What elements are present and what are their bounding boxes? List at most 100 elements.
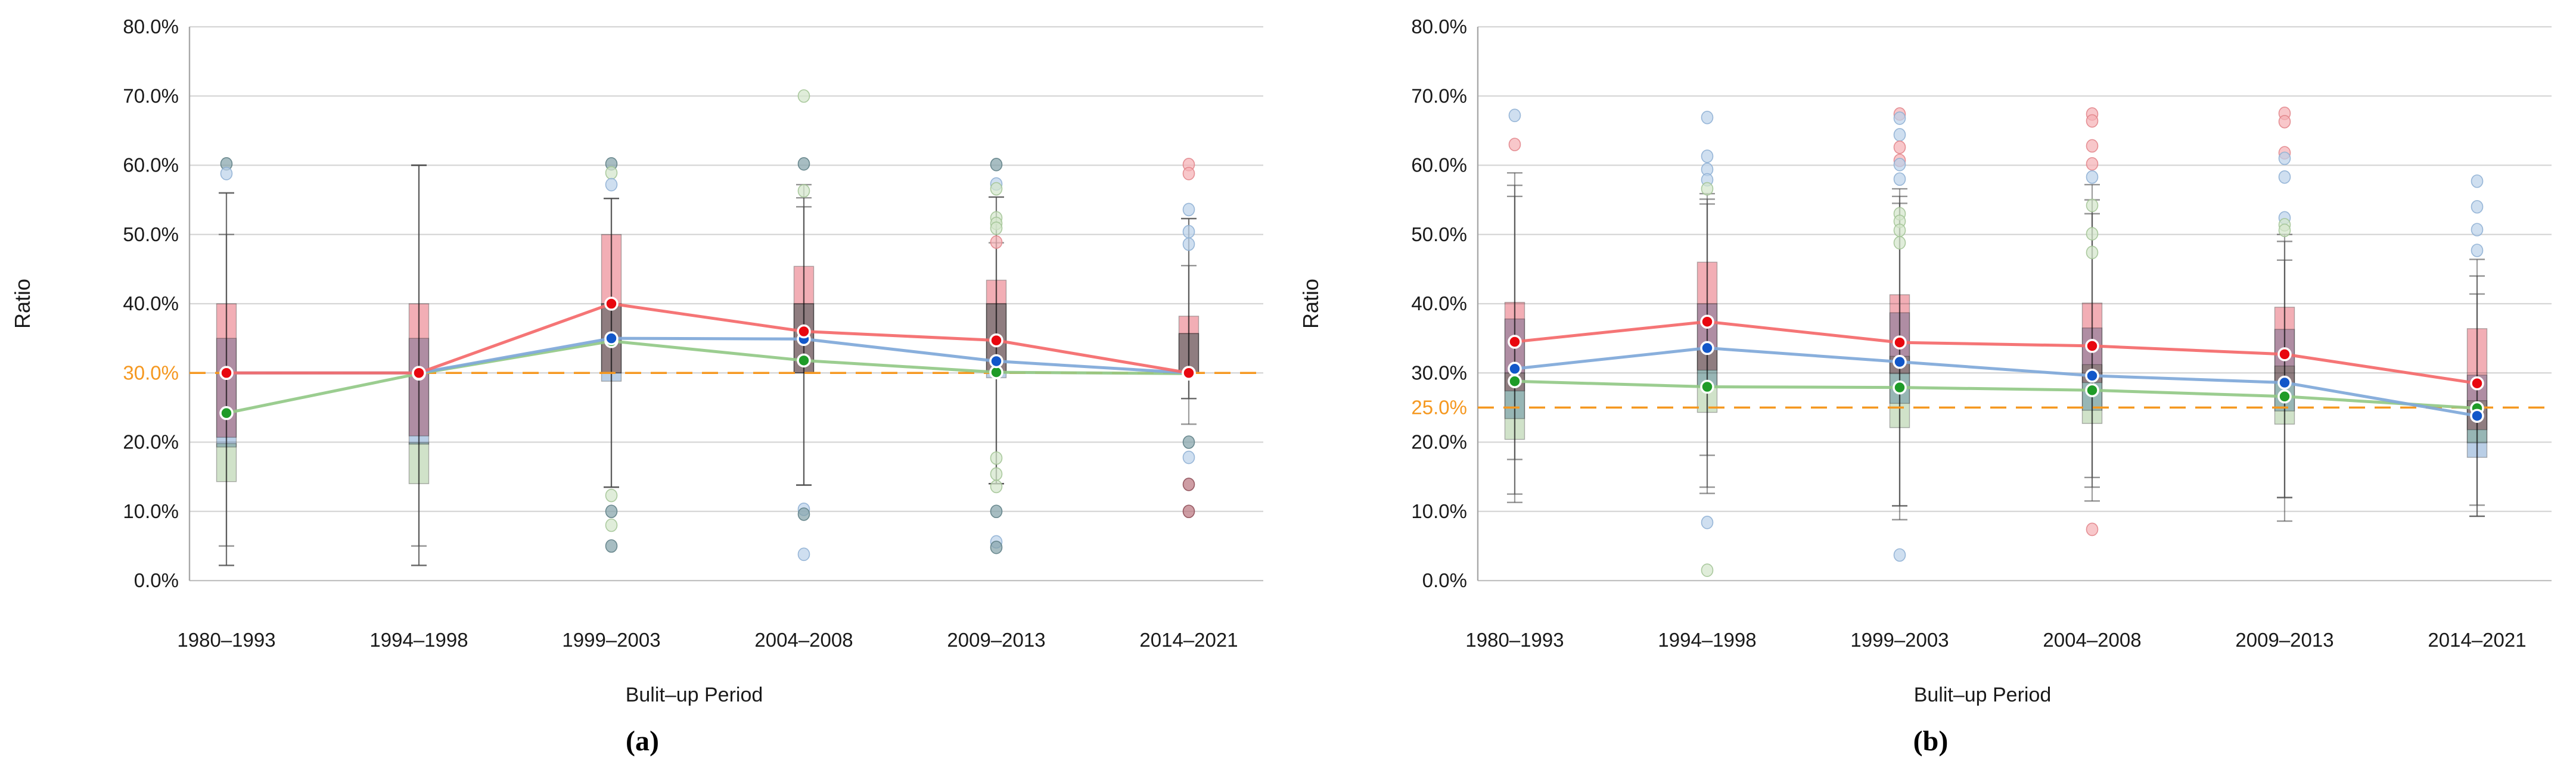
- box-green: [1178, 333, 1200, 373]
- x-tick-label: 1994–1998: [369, 629, 468, 651]
- mean-marker-blue: [1893, 354, 1907, 369]
- outlier-green: [605, 518, 618, 532]
- outlier-teal: [990, 158, 1003, 172]
- y-tick-label: 50.0%: [123, 223, 179, 245]
- x-tick-label: 1999–2003: [562, 629, 660, 651]
- y-tick-label: 50.0%: [1411, 223, 1467, 245]
- y-tick-label: 10.0%: [123, 500, 179, 522]
- outlier-blue: [1508, 108, 1521, 123]
- outlier-blue: [2086, 170, 2099, 184]
- mean-marker-green: [797, 353, 811, 368]
- outlier-blue: [1893, 548, 1906, 562]
- mean-marker-red: [412, 366, 426, 380]
- outlier-red: [2086, 522, 2099, 537]
- mean-marker-blue: [1700, 341, 1714, 356]
- outlier-teal: [990, 540, 1003, 554]
- mean-marker-red: [2085, 339, 2099, 353]
- panel-letter: (a): [626, 725, 659, 757]
- outlier-blue: [2471, 174, 2484, 188]
- outlier-green: [1893, 223, 1906, 238]
- x-axis-title: Bulit–up Period: [1914, 684, 2052, 706]
- ref-line-label: 25.0%: [1411, 396, 1467, 418]
- mean-marker-red: [1700, 314, 1714, 329]
- outlier-teal: [797, 157, 810, 171]
- outlier-red: [1508, 138, 1521, 151]
- mean-marker-green: [2085, 383, 2099, 398]
- mean-marker-red: [1893, 335, 1907, 350]
- outlier-blue: [2278, 170, 2291, 184]
- box-blue: [408, 338, 430, 445]
- outlier-blue: [1182, 450, 1195, 464]
- series-line-red: [1513, 320, 2479, 385]
- y-tick-label: 0.0%: [1422, 569, 1467, 591]
- outlier-teal: [605, 504, 618, 519]
- mean-marker-red: [2470, 376, 2484, 391]
- mean-marker-green: [219, 406, 234, 420]
- y-tick-label: 40.0%: [123, 292, 179, 314]
- outlier-red: [1893, 140, 1906, 154]
- x-tick-label: 2004–2008: [754, 629, 853, 651]
- panel-a: 0.0% 10.0% 20.0% 30.0% 40.0% 50.0% 60.0% 70.0% 8…: [10, 15, 1263, 757]
- mean-marker-red: [1508, 335, 1522, 349]
- outlier-teal: [1182, 435, 1195, 449]
- x-tick-label: 1994–1998: [1658, 629, 1756, 651]
- series-line-blue: [225, 336, 1191, 375]
- y-tick-label: 0.0%: [134, 569, 179, 591]
- mean-marker-red: [604, 297, 619, 311]
- mean-marker-green: [2277, 389, 2292, 404]
- panel-b: 0.0% 10.0% 20.0% 30.0% 40.0% 50.0% 60.0% 70.0% 8…: [1288, 0, 2576, 767]
- panel-a-chart: 0.0% 10.0% 20.0% 30.0% 40.0% 50.0% 60.0% 70.0% 8…: [10, 15, 1263, 757]
- series-line-blue: [1513, 346, 2479, 417]
- outlier-blue: [2471, 244, 2484, 257]
- outlier-green: [990, 182, 1003, 196]
- outlier-green: [990, 221, 1003, 235]
- y-tick-label: 40.0%: [1411, 292, 1467, 314]
- x-tick-label: 1980–1993: [1465, 629, 1564, 651]
- y-tick-label: 20.0%: [1411, 431, 1467, 453]
- outlier-red: [2086, 157, 2099, 171]
- outlier-blue: [797, 547, 810, 562]
- y-axis-title: Ratio: [1298, 279, 1323, 329]
- box-blue: [216, 338, 237, 448]
- mean-marker-green: [1508, 374, 1522, 388]
- outlier-blue: [1182, 225, 1195, 239]
- outlier-blue: [2471, 223, 2484, 236]
- outlier-red: [2086, 114, 2099, 128]
- outlier-teal: [990, 504, 1003, 519]
- outlier-blue: [1701, 149, 1714, 163]
- x-tick-label: 2004–2008: [2043, 629, 2141, 651]
- outlier-blue: [1701, 110, 1714, 124]
- x-tick-label: 2009–2013: [2235, 629, 2333, 651]
- outlier-blue: [2471, 199, 2484, 214]
- outlier-green: [990, 479, 1003, 494]
- outlier-green: [605, 166, 618, 180]
- y-tick-label: 10.0%: [1411, 500, 1467, 522]
- x-axis-title: Bulit–up Period: [626, 684, 763, 706]
- panel-b-chart: 0.0% 10.0% 20.0% 30.0% 40.0% 50.0% 60.0% 70.0% 8…: [1298, 15, 2552, 757]
- mean-marker-green: [1700, 379, 1714, 394]
- outlier-blue: [1182, 202, 1195, 217]
- outlier-red: [2086, 139, 2099, 153]
- outlier-red: [2278, 114, 2291, 129]
- outlier-green: [2086, 245, 2099, 260]
- mean-marker-blue: [2085, 369, 2099, 383]
- x-tick-label: 2009–2013: [947, 629, 1045, 651]
- outlier-blue: [1893, 172, 1906, 186]
- outlier-blue: [1182, 237, 1195, 251]
- mean-marker-green: [1893, 380, 1907, 395]
- outlier-blue: [1893, 128, 1906, 142]
- outlier-blue: [1893, 111, 1906, 125]
- outlier-blue: [2278, 151, 2291, 166]
- mean-marker-red: [2277, 347, 2292, 361]
- y-axis-title: Ratio: [10, 279, 35, 329]
- mean-marker-blue: [2277, 375, 2292, 390]
- outlier-green: [1893, 236, 1906, 250]
- mean-marker-red: [797, 324, 811, 339]
- outlier-green: [2086, 198, 2099, 213]
- mean-marker-blue: [604, 331, 619, 345]
- y-tick-label: 80.0%: [1411, 15, 1467, 38]
- panel-letter: (b): [1913, 725, 1949, 757]
- outlier-green: [797, 184, 810, 198]
- y-tick-label: 70.0%: [123, 85, 179, 107]
